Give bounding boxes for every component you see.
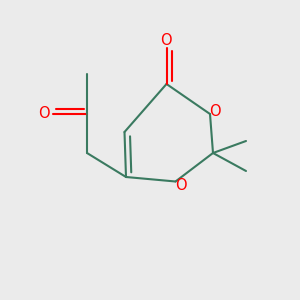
Text: O: O (38, 106, 49, 121)
Text: O: O (175, 178, 187, 194)
Text: O: O (209, 103, 220, 118)
Text: O: O (160, 33, 171, 48)
